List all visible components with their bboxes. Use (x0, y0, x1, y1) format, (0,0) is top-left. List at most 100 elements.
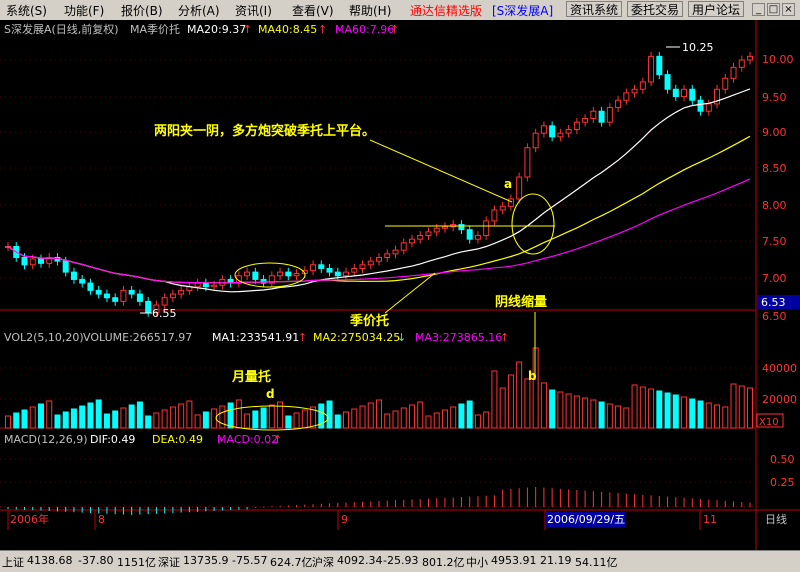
macd-bar (345, 502, 347, 507)
volume-bar (606, 403, 613, 429)
candle-body (244, 271, 251, 277)
period-label[interactable]: 日线 (765, 512, 787, 526)
macd-bar (452, 497, 454, 507)
forum-button[interactable]: 用户论坛 (688, 1, 745, 17)
menu-info[interactable]: 资讯(I) (235, 4, 272, 18)
volume-bar (87, 402, 94, 429)
candle-body (458, 224, 465, 231)
macd-bar (56, 507, 58, 512)
macd-dif: DIF:0.49 (90, 433, 135, 446)
menu-system[interactable]: 系统(S) (6, 4, 47, 18)
candle-body (606, 107, 613, 123)
vol-ma3: MA3:273865.16 (415, 331, 502, 344)
menu-analysis[interactable]: 分析(A) (178, 4, 220, 18)
candle-body (499, 205, 506, 211)
annotation-yueliangtuo: 月量托 (231, 369, 271, 385)
macd-bar (436, 498, 438, 507)
macd-bar (23, 507, 25, 510)
macd-bar (749, 502, 751, 507)
close-icon[interactable]: × (782, 3, 795, 16)
price-tick-9: 9.00 (762, 126, 787, 139)
minimize-icon[interactable]: _ (752, 3, 765, 16)
macd-tick-050: 0.50 (770, 453, 795, 466)
stock-chart[interactable]: S深发展A(日线,前复权) MA季价托 MA20:9.37 ↑ MA40:8.4… (0, 20, 800, 550)
volume-bar (656, 390, 663, 429)
volume-bar (507, 374, 514, 429)
macd-bar (287, 505, 289, 507)
macd-bar (65, 507, 67, 512)
macd-bar (634, 494, 636, 507)
info-system-button[interactable]: 资讯系统 (566, 1, 623, 17)
candle-body (367, 260, 374, 266)
status-hs-change: -25.93 (383, 554, 419, 567)
volume-bar (145, 415, 152, 429)
volume-bar (672, 394, 679, 429)
candle-body (474, 235, 481, 240)
candle-body (441, 226, 448, 229)
macd-bar (584, 490, 586, 507)
status-zx-change: 21.19 (540, 554, 572, 567)
highlight-ellipse-d (215, 405, 329, 431)
candle-body (392, 249, 399, 255)
menu-view[interactable]: 查看(V) (292, 4, 334, 18)
volume-bar (29, 406, 36, 429)
macd-bar (172, 507, 174, 513)
volume-bar (62, 411, 69, 429)
candle-body (194, 282, 201, 288)
status-zx-label[interactable]: 中小 (466, 556, 488, 569)
volume-bar (5, 415, 11, 429)
macd-bar (460, 497, 462, 507)
status-sh-change: -37.80 (78, 554, 114, 567)
status-sh-label[interactable]: 上证 (2, 556, 24, 569)
highlight-ellipse-a (511, 193, 555, 255)
volume-bar (408, 404, 415, 429)
macd-bar (502, 489, 504, 507)
macd-bar (312, 504, 314, 507)
candle-body (318, 264, 325, 269)
status-sz-label[interactable]: 深证 (158, 556, 180, 569)
macd-bar (667, 496, 669, 507)
menu-help[interactable]: 帮助(H) (349, 4, 392, 18)
vol-tick-40000: 40000 (762, 362, 797, 375)
vol-ma3-arrow: ↑ (500, 331, 509, 344)
macd-bar (362, 501, 364, 507)
macd-bar (469, 496, 471, 507)
status-zx-value: 4953.91 (491, 554, 537, 567)
status-hs-label[interactable]: 沪深 (312, 556, 334, 569)
macd-bar (691, 498, 693, 507)
vol-tick-20000: 20000 (762, 393, 797, 406)
volume-bar (79, 405, 86, 429)
macd-bar (625, 493, 627, 507)
candle-body (103, 293, 110, 299)
trade-button[interactable]: 委托交易 (627, 1, 684, 17)
volume-bar (466, 400, 473, 429)
macd-bar (510, 488, 512, 507)
candle-body (615, 99, 622, 109)
candle-body (631, 88, 638, 94)
volume-bar (458, 403, 465, 429)
macd-bar (106, 507, 108, 514)
candle-body (128, 289, 135, 295)
candle-body (211, 284, 218, 288)
volume-bar (268, 404, 275, 429)
candle-body (293, 273, 300, 277)
macd-bar (81, 507, 83, 513)
maximize-icon[interactable]: □ (767, 3, 780, 16)
vol-ma1-arrow: ↑ (298, 331, 307, 344)
annotation-yinxian: 阴线缩量 (495, 294, 547, 310)
candle-body (285, 271, 292, 277)
menu-function[interactable]: 功能(F) (64, 4, 105, 18)
macd-bar (304, 504, 306, 507)
vol-header-name: VOL2(5,10,20) (4, 331, 84, 344)
macd-bar (551, 488, 553, 507)
menu-quote[interactable]: 报价(B) (121, 4, 163, 18)
volume-bar (384, 413, 391, 429)
macd-bar (7, 507, 9, 509)
time-label-sep: 9 (341, 513, 348, 526)
macd-bar (444, 497, 446, 507)
menu-bar: 系统(S) 功能(F) 报价(B) 分析(A) 资讯(I) 查看(V) 帮助(H… (0, 0, 800, 21)
price-tick-8: 8.00 (762, 199, 787, 212)
volume-bar (400, 407, 407, 429)
macd-bar (320, 503, 322, 507)
volume-bar (417, 401, 424, 429)
